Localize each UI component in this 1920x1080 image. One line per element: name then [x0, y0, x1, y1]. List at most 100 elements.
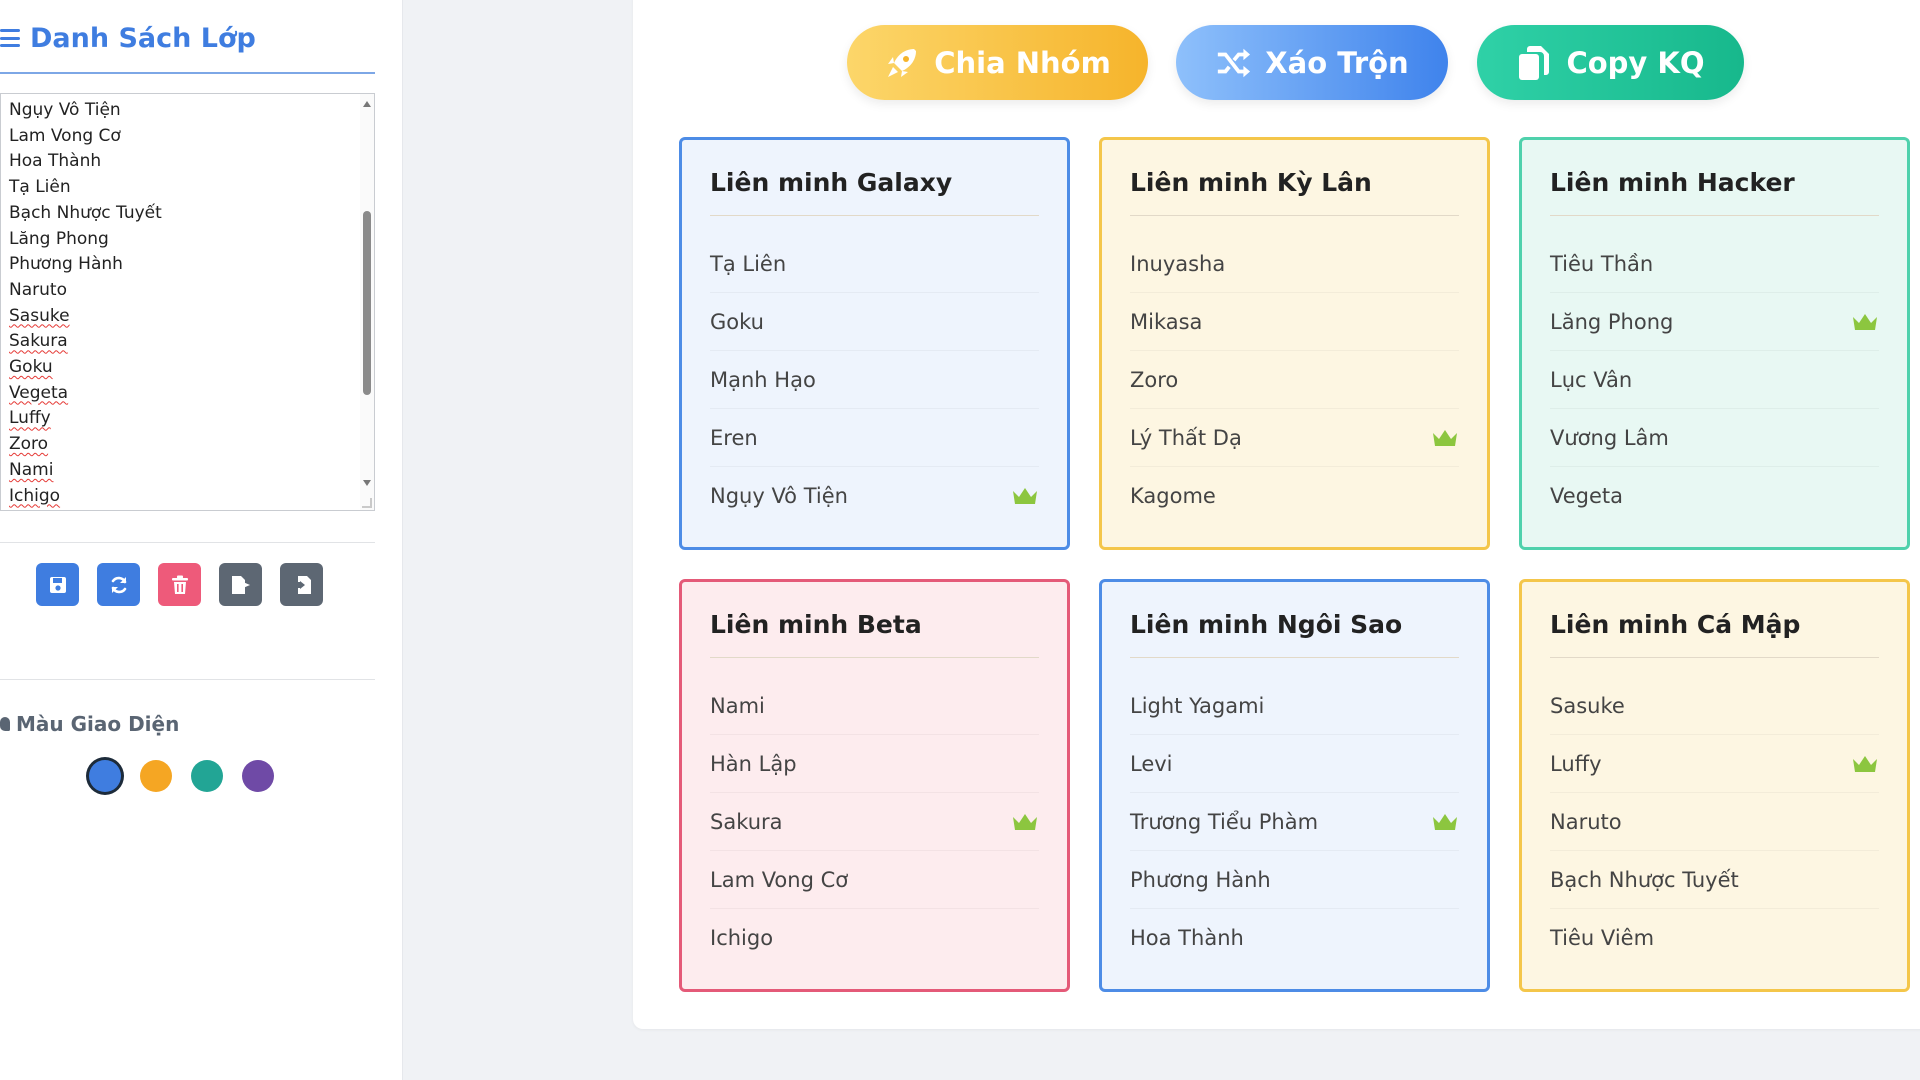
crown-icon: [1013, 488, 1037, 504]
crown-icon: [1433, 429, 1457, 446]
member-item: Hàn Lập: [710, 735, 1039, 793]
group-title: Liên minh Galaxy: [710, 168, 1039, 216]
member-item: Light Yagami: [1130, 677, 1459, 735]
crown-icon: [1853, 755, 1877, 772]
crown-icon: [1853, 313, 1877, 330]
name-line: Lăng Phong: [9, 228, 109, 249]
trash-icon: [171, 575, 188, 594]
theme-swatch[interactable]: [89, 760, 121, 792]
group-title: Liên minh Kỳ Lân: [1130, 168, 1459, 216]
name-line: Hoa Thành: [9, 151, 102, 172]
group-card: Liên minh Galaxy Tạ Liên Goku Mạnh Hạo Eren N…: [679, 137, 1070, 550]
name-line: Nami: [9, 459, 54, 480]
member-item: Ichigo: [710, 909, 1039, 967]
member-list: Tạ Liên Goku Mạnh Hạo Eren Ngụy Vô Tiện: [710, 235, 1039, 525]
scroll-up-icon[interactable]: [363, 101, 371, 107]
member-name: Ngụy Vô Tiện: [710, 484, 848, 508]
member-item: Vương Lâm: [1550, 409, 1879, 467]
divider: [0, 542, 375, 543]
theme-swatch[interactable]: [242, 760, 274, 792]
menu-icon[interactable]: [0, 29, 20, 47]
name-line: Sasuke: [9, 305, 70, 326]
member-item: Lam Vong Cơ: [710, 851, 1039, 909]
group-card: Liên minh Ngôi Sao Light Yagami Levi Trương…: [1099, 579, 1490, 992]
member-item: Tạ Liên: [710, 235, 1039, 293]
shuffle-icon: [1215, 45, 1251, 81]
group-card: Liên minh Cá Mập Sasuke Luffy Naruto Bạch Nh…: [1519, 579, 1910, 992]
xao-tron-button[interactable]: Xáo Trộn: [1176, 25, 1448, 100]
member-name: Luffy: [1550, 751, 1602, 776]
member-item: Sakura: [710, 793, 1039, 851]
copy-kq-button[interactable]: Copy KQ: [1477, 25, 1744, 100]
member-name: Tiêu Thần: [1550, 251, 1654, 276]
name-line: Lam Vong Cơ: [9, 125, 121, 146]
copy-icon: [1516, 45, 1552, 81]
divider: [0, 679, 375, 680]
name-line: Sakura: [9, 331, 68, 352]
name-line: Zoro: [9, 434, 49, 455]
member-name: Tiêu Viêm: [1550, 926, 1655, 950]
member-name: Naruto: [1550, 809, 1622, 834]
member-item: Luffy: [1550, 735, 1879, 793]
scroll-thumb[interactable]: [363, 211, 371, 395]
theme-color-picker: [89, 760, 274, 792]
delete-button[interactable]: [158, 563, 201, 606]
member-name: Sakura: [710, 809, 783, 834]
name-line: Luffy: [9, 408, 51, 429]
refresh-button[interactable]: [97, 563, 140, 606]
member-item: Mạnh Hạo: [710, 351, 1039, 409]
member-item: Lý Thất Dạ: [1130, 409, 1459, 467]
save-icon: [49, 576, 66, 593]
group-title: Liên minh Beta: [710, 610, 1039, 658]
export-button[interactable]: [219, 563, 262, 606]
member-name: Lăng Phong: [1550, 309, 1674, 334]
theme-swatch[interactable]: [191, 760, 223, 792]
name-line: Phương Hành: [9, 254, 123, 275]
member-name: Phương Hành: [1130, 867, 1271, 892]
member-item: Phương Hành: [1130, 851, 1459, 909]
member-name: Light Yagami: [1130, 693, 1265, 718]
member-name: Nami: [710, 693, 765, 718]
name-line: Tạ Liên: [9, 177, 71, 198]
member-name: Eren: [710, 425, 758, 450]
sidebar-title: Danh Sách Lớp: [30, 22, 256, 54]
crown-icon: [1013, 813, 1037, 830]
name-line: Goku: [9, 357, 53, 378]
group-title: Liên minh Ngôi Sao: [1130, 610, 1459, 658]
member-item: Lục Vân: [1550, 351, 1879, 409]
member-item: Tiêu Thần: [1550, 235, 1879, 293]
member-item: Inuyasha: [1130, 235, 1459, 293]
export-icon: [231, 575, 250, 594]
theme-label: Màu Giao Diện: [0, 712, 179, 736]
member-name: Zoro: [1130, 367, 1179, 392]
scroll-down-icon[interactable]: [363, 480, 371, 486]
member-name: Lý Thất Dạ: [1130, 425, 1242, 450]
member-name: Vegeta: [1550, 484, 1624, 508]
member-name: Ichigo: [710, 926, 774, 950]
tool-buttons: [36, 563, 323, 606]
member-item: Sasuke: [1550, 677, 1879, 735]
save-button[interactable]: [36, 563, 79, 606]
name-line: Ichigo: [9, 485, 61, 506]
member-item: Trương Tiểu Phàm: [1130, 793, 1459, 851]
member-list: Nami Hàn Lập Sakura Lam Vong Cơ Ichigo: [710, 677, 1039, 967]
divider: [0, 72, 375, 74]
rocket-icon: [884, 45, 920, 81]
member-name: Mạnh Hạo: [710, 367, 816, 392]
chia-nhom-button[interactable]: Chia Nhóm: [847, 25, 1148, 100]
names-textarea[interactable]: Ngụy Vô Tiện Lam Vong Cơ Hoa Thành Tạ Liên B…: [0, 93, 375, 511]
member-name: Inuyasha: [1130, 251, 1226, 276]
member-item: Lăng Phong: [1550, 293, 1879, 351]
member-name: Goku: [710, 309, 764, 334]
group-title: Liên minh Hacker: [1550, 168, 1879, 216]
member-name: Kagome: [1130, 484, 1216, 508]
group-card: Liên minh Kỳ Lân Inuyasha Mikasa Zoro Lý Thấ…: [1099, 137, 1490, 550]
scrollbar[interactable]: [360, 94, 374, 510]
member-list: Light Yagami Levi Trương Tiểu Phàm Phương H…: [1130, 677, 1459, 967]
member-item: Naruto: [1550, 793, 1879, 851]
member-item: Tiêu Viêm: [1550, 909, 1879, 967]
import-button[interactable]: [280, 563, 323, 606]
theme-swatch[interactable]: [140, 760, 172, 792]
member-item: Vegeta: [1550, 467, 1879, 525]
resize-grip-icon[interactable]: [362, 498, 372, 508]
